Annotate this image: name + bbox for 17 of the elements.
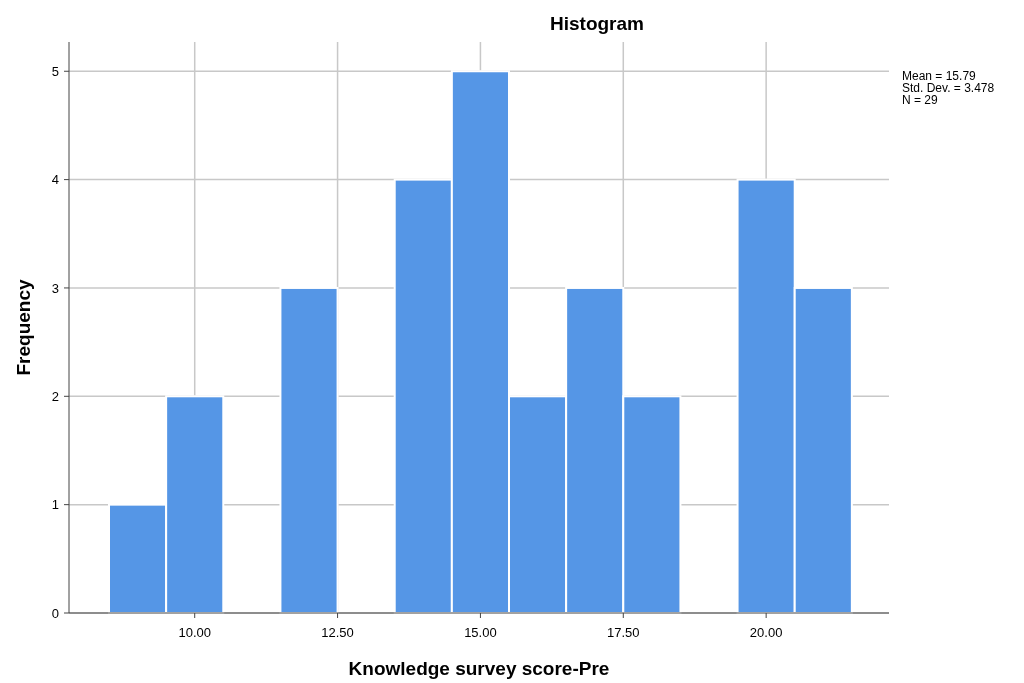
x-tick-label: 12.50 (321, 625, 354, 640)
y-tick-label: 5 (51, 63, 59, 79)
y-axis-title: Frequency (13, 279, 34, 376)
y-tick-label: 4 (51, 172, 59, 188)
x-axis-title: Knowledge survey score-Pre (348, 658, 610, 679)
x-tick-label: 20.00 (749, 625, 783, 640)
y-tick-label: 1 (51, 497, 59, 513)
text: Std. Dev. = 3.478 (902, 81, 995, 95)
y-tick-label: 2 (51, 388, 59, 404)
y-tick-label: 3 (51, 280, 59, 296)
x-tick-label: 15.00 (464, 625, 497, 640)
x-tick-label: 17.50 (607, 625, 640, 640)
x-tick-label: 10.00 (178, 625, 211, 640)
chart-title: Histogram (550, 13, 644, 34)
text: Mean = 15.79 (902, 69, 977, 83)
y-tick-label: 0 (51, 605, 59, 621)
text: N = 29 (902, 93, 939, 107)
